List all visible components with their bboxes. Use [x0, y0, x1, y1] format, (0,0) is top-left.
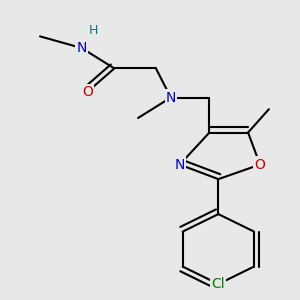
Text: H: H [89, 24, 98, 37]
Text: N: N [175, 158, 185, 172]
Text: Cl: Cl [212, 277, 225, 291]
Text: N: N [76, 41, 87, 55]
Text: O: O [254, 158, 266, 172]
Text: N: N [166, 91, 176, 104]
Text: O: O [82, 85, 93, 99]
